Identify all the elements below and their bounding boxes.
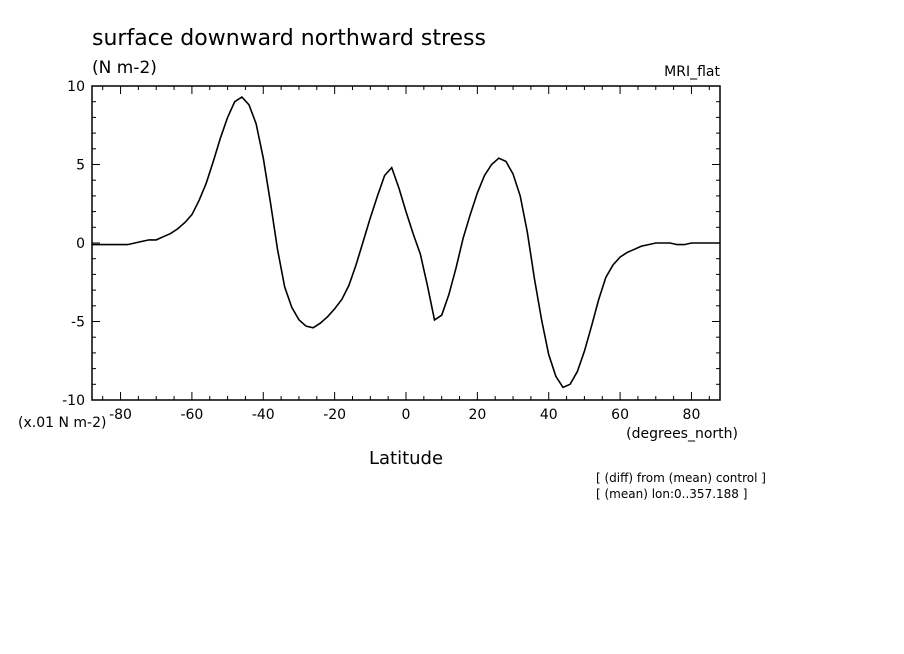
y-tick-label: 5 — [76, 158, 85, 174]
x-tick-label: -20 — [323, 407, 346, 423]
note-mean: [ (mean) lon:0..357.188 ] — [596, 487, 747, 501]
x-tick-label: -60 — [180, 407, 203, 423]
x-tick-label: 80 — [683, 407, 701, 423]
y-tick-label: 0 — [76, 236, 85, 252]
chart-title: surface downward northward stress — [92, 26, 486, 51]
x-units-label: (degrees_north) — [626, 426, 738, 442]
x-axis-label: Latitude — [369, 448, 443, 469]
y-tick-label: 10 — [67, 79, 85, 95]
scale-note: (x.01 N m-2) — [18, 415, 106, 431]
x-tick-label: -80 — [109, 407, 132, 423]
y-tick-label: -10 — [62, 393, 85, 409]
x-tick-label: 40 — [540, 407, 558, 423]
x-tick-labels: -80 -60 -40 -20 0 20 40 60 80 — [109, 407, 700, 423]
x-tick-label: 60 — [611, 407, 629, 423]
model-label: MRI_flat — [664, 64, 720, 80]
x-tick-label: -40 — [252, 407, 275, 423]
y-tick-label: -5 — [71, 315, 85, 331]
x-tick-label: 20 — [468, 407, 486, 423]
chart-units: (N m-2) — [92, 58, 157, 78]
y-tick-labels: 10 5 0 -5 -10 — [62, 79, 85, 409]
note-diff: [ (diff) from (mean) control ] — [596, 471, 766, 485]
tick-marks — [92, 85, 720, 401]
plot-frame — [91, 85, 721, 401]
stress-line — [92, 95, 720, 389]
x-tick-label: 0 — [402, 407, 411, 423]
